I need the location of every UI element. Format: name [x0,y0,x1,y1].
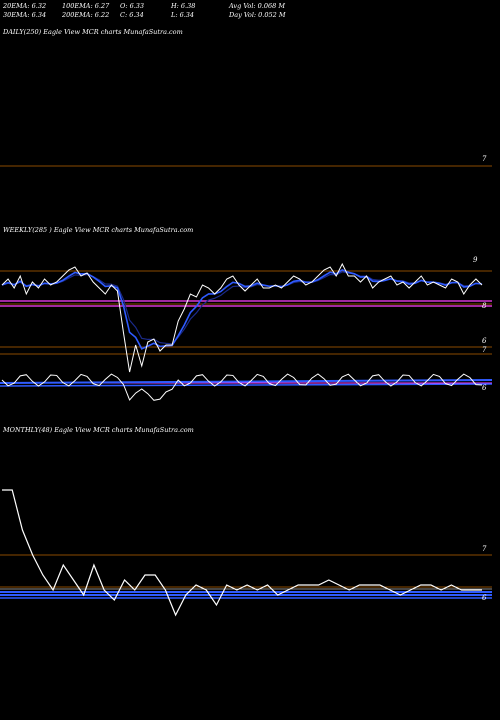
header-ema30: 30EMA: 6.34 [3,11,47,19]
header-low: L: 6.34 [171,11,195,19]
header-ema200: 200EMA: 6.22 [62,11,110,19]
header-open: O: 6.33 [120,2,145,10]
weekly-ytick-6a: 6 [482,337,487,345]
monthly-panel-title: MONTHLY(48) Eagle View MCR charts Munafa… [3,426,194,434]
weekly-ytick-8: 8 [482,302,487,310]
weekly-blue-low-a [0,379,493,384]
monthly-ytick-7: 7 [482,545,487,553]
header-dayvol: Day Vol: 0.052 M [229,11,286,19]
weekly-ytick-9: 9 [473,256,478,264]
monthly-ytick-6: 6 [482,594,487,602]
weekly-ytick-6b: 6 [482,384,487,392]
daily-ytick-7: 7 [482,155,487,163]
weekly-lower-trace [1,373,483,401]
weekly-ytick-7: 7 [482,346,487,354]
monthly-levels: 7 6 [0,545,492,602]
monthly-price-line [2,489,482,617]
header-close: C: 6.34 [120,11,144,19]
weekly-ema-slow [1,271,483,345]
header-ema100: 100EMA: 6.27 [62,2,110,10]
weekly-price-line [1,262,483,373]
weekly-ema-fast [1,268,483,350]
weekly-levels: 9 8 6 7 6 [0,256,493,392]
header-high: H: 6.38 [171,2,196,10]
weekly-panel-title: WEEKLY(285 ) Eagle View MCR charts Munaf… [3,226,194,234]
daily-panel-title: DAILY(250) Eagle View MCR charts MunafaS… [3,28,183,36]
header-avgvol: Avg Vol: 0.068 M [229,2,286,10]
header-ema20: 20EMA: 6.32 [3,2,47,10]
